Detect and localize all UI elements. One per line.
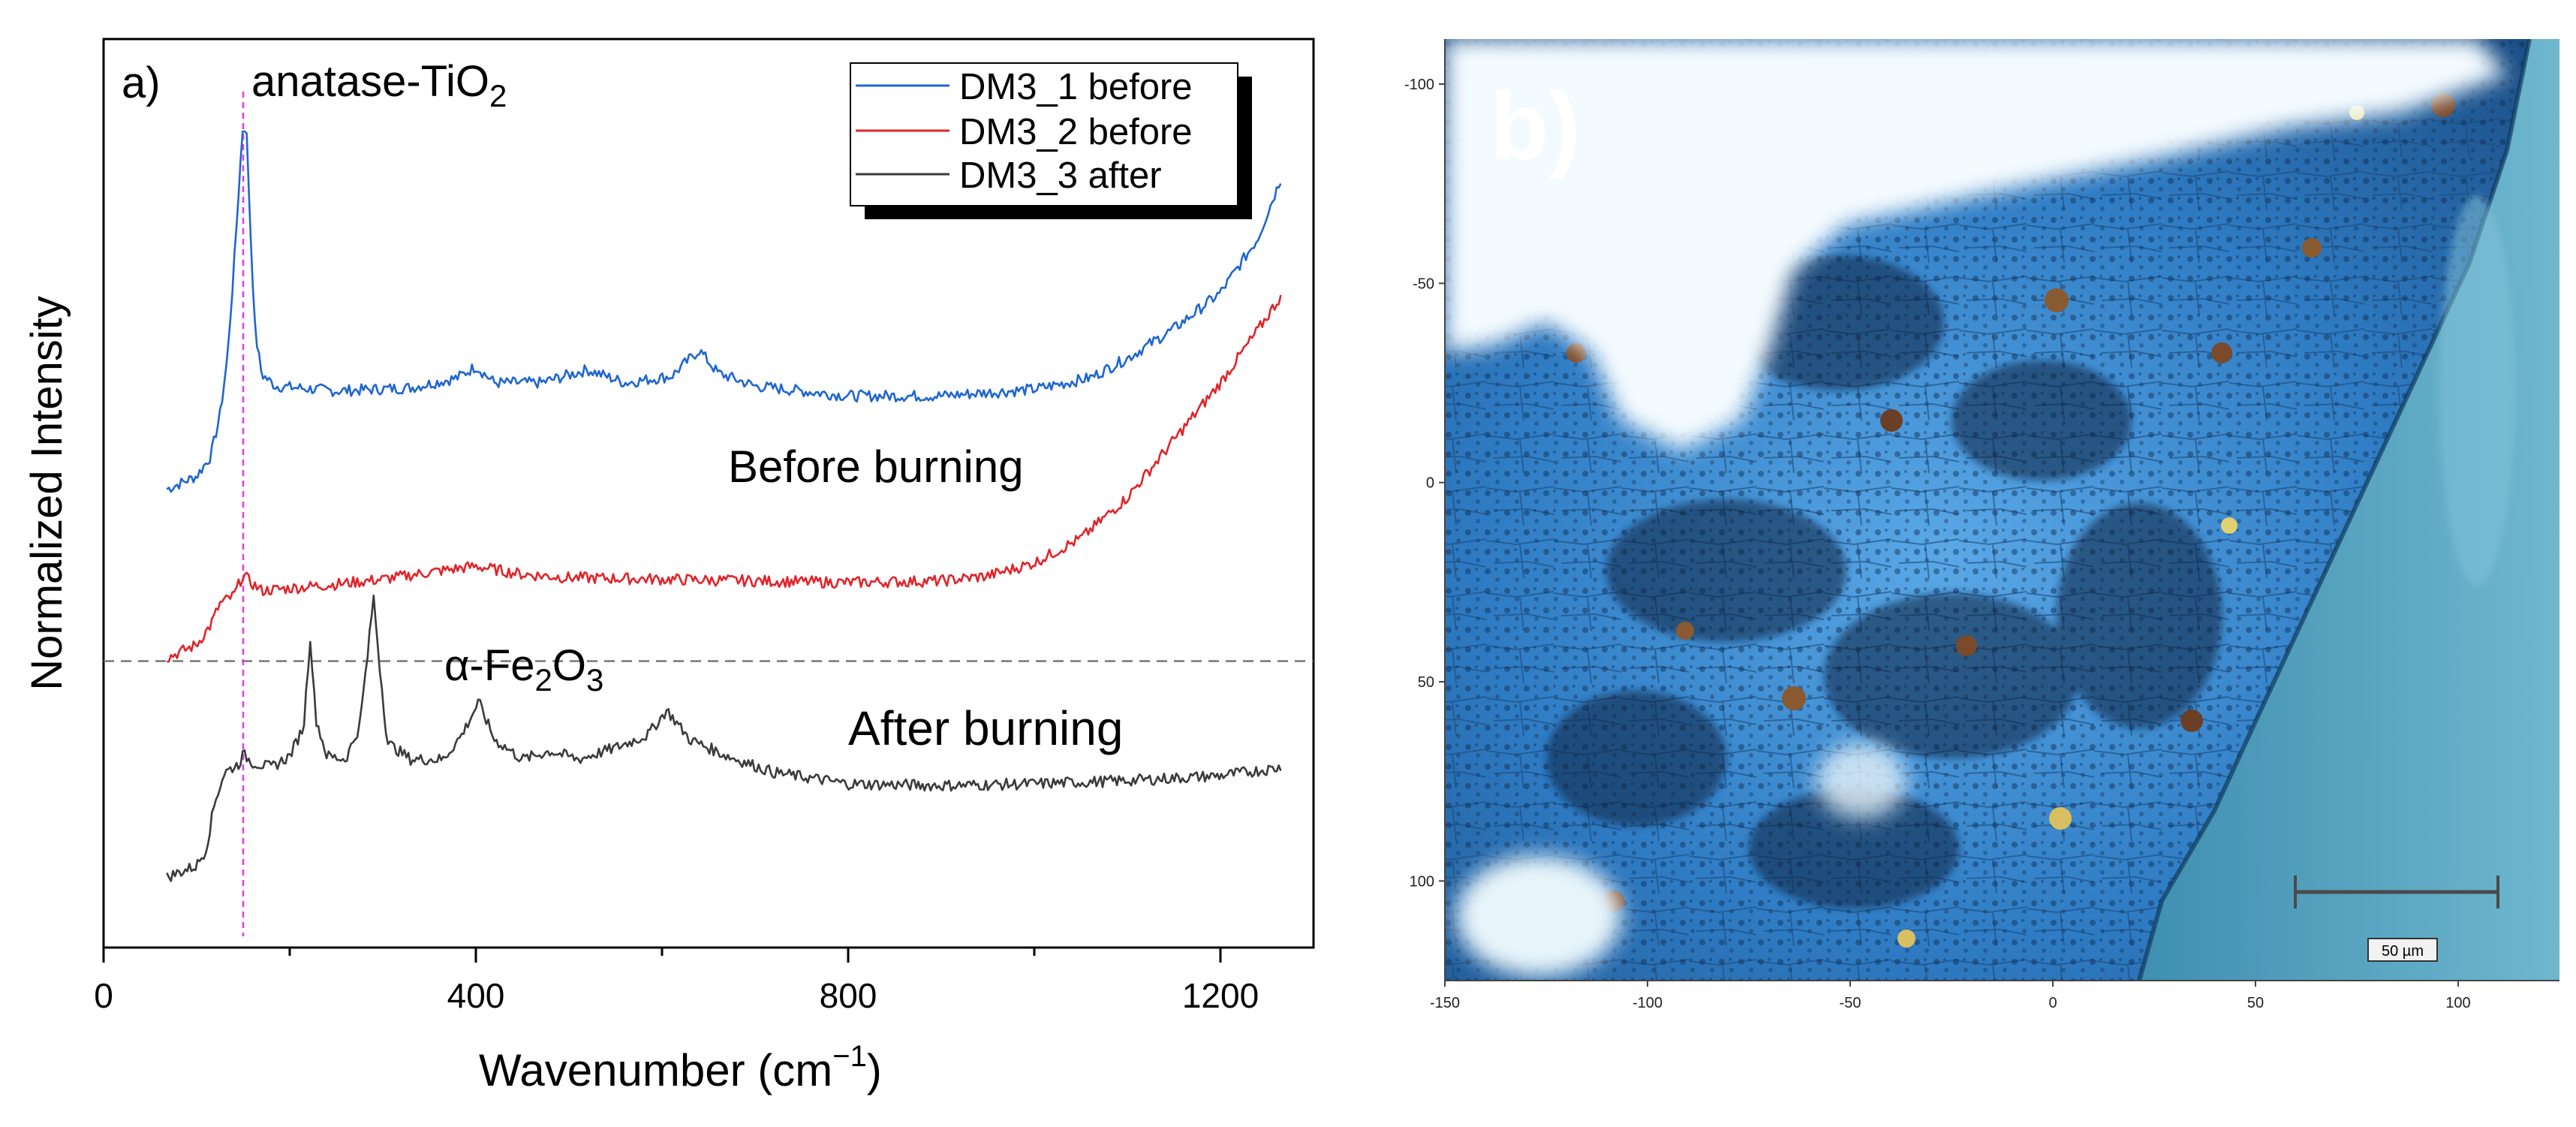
legend: DM3_1 before DM3_2 before DM3_3 after [850,62,1252,219]
micrograph-x-tick-label: 0 [2048,995,2057,1011]
before-burning-annotation: Before burning [728,441,1024,492]
micrograph-x-tick-label: -150 [1430,995,1460,1011]
legend-label-dm3-2: DM3_2 before [959,112,1193,152]
micrograph-x-tick-label: -100 [1633,995,1663,1011]
spectra-series [166,130,1282,882]
micrograph-y-tick-label: 0 [1426,475,1434,492]
legend-box [850,62,1238,206]
micrograph-x-tick-label: 100 [2445,995,2470,1011]
micrograph-y-tick-label: -100 [1404,77,1434,93]
micrograph-image [1445,39,2559,981]
after-burning-annotation: After burning [848,701,1123,755]
micrograph-panel: -150 -100 -50 0 50 100 -100 -50 0 50 100 50 µm b) [1404,39,2559,1011]
micrograph-y-tick-label: -50 [1413,276,1434,292]
raman-spectra-panel: 0 400 800 1200 a) anatase-TiO2 Before burni… [23,38,1315,1095]
scale-bar: 50 µm [2294,875,2499,962]
y-axis-title: Normalized Intensity [23,296,71,690]
hematite-annotation: α-Fe2O3 [444,641,603,698]
scale-bar-label-box [2367,938,2438,962]
x-axis-title: Wavenumber (cm−1) [479,1040,882,1095]
anatase-annotation: anatase-TiO2 [251,57,507,113]
micrograph-y-tick-label: 50 [1418,674,1434,691]
legend-label-dm3-1: DM3_1 before [959,67,1193,107]
micrograph-y-tick-label: 100 [1410,873,1434,890]
legend-label-dm3-3: DM3_3 after [959,155,1162,196]
micrograph-x-tick-label: -50 [1840,995,1861,1011]
panel-b-label: b) [1490,73,1581,180]
series-line-2 [167,294,1282,663]
substrate-region [2139,39,2559,981]
x-tick-label: 400 [447,976,505,1015]
series-line-1 [166,130,1282,493]
series-line-3 [166,594,1282,882]
panel-a-label: a) [122,59,161,107]
x-axis: 0 400 800 1200 [94,948,1259,1015]
x-tick-label: 1200 [1182,976,1259,1015]
x-tick-label: 800 [820,976,877,1015]
x-tick-label: 0 [94,976,113,1015]
bright-region [1445,39,2507,976]
micrograph-axes: -150 -100 -50 0 50 100 -100 -50 0 50 100 [1404,39,2559,1011]
scale-bar-label: 50 µm [2382,943,2424,960]
micrograph-x-tick-label: 50 [2247,995,2264,1011]
